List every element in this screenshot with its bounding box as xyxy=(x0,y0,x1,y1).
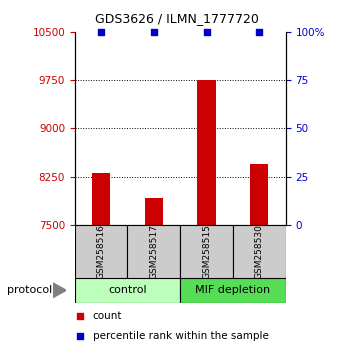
Bar xyxy=(233,225,286,278)
Text: control: control xyxy=(108,285,147,295)
Bar xyxy=(75,278,180,303)
Text: count: count xyxy=(92,311,122,321)
Text: GSM258530: GSM258530 xyxy=(255,224,264,279)
Point xyxy=(204,29,209,35)
Polygon shape xyxy=(53,283,66,298)
Bar xyxy=(250,164,269,225)
Bar xyxy=(180,225,233,278)
Bar xyxy=(180,278,286,303)
Point xyxy=(99,29,104,35)
Text: GSM258515: GSM258515 xyxy=(202,224,211,279)
Text: GSM258517: GSM258517 xyxy=(149,224,158,279)
Text: protocol: protocol xyxy=(7,285,52,295)
Bar xyxy=(128,225,180,278)
Point xyxy=(151,29,156,35)
Bar xyxy=(144,198,163,225)
Point xyxy=(77,313,83,319)
Bar xyxy=(197,80,216,225)
Bar xyxy=(92,173,111,225)
Point xyxy=(256,29,262,35)
Text: percentile rank within the sample: percentile rank within the sample xyxy=(92,331,269,341)
Text: GDS3626 / ILMN_1777720: GDS3626 / ILMN_1777720 xyxy=(95,12,259,25)
Bar xyxy=(75,225,128,278)
Point xyxy=(77,333,83,338)
Text: MIF depletion: MIF depletion xyxy=(195,285,270,295)
Text: GSM258516: GSM258516 xyxy=(97,224,106,279)
